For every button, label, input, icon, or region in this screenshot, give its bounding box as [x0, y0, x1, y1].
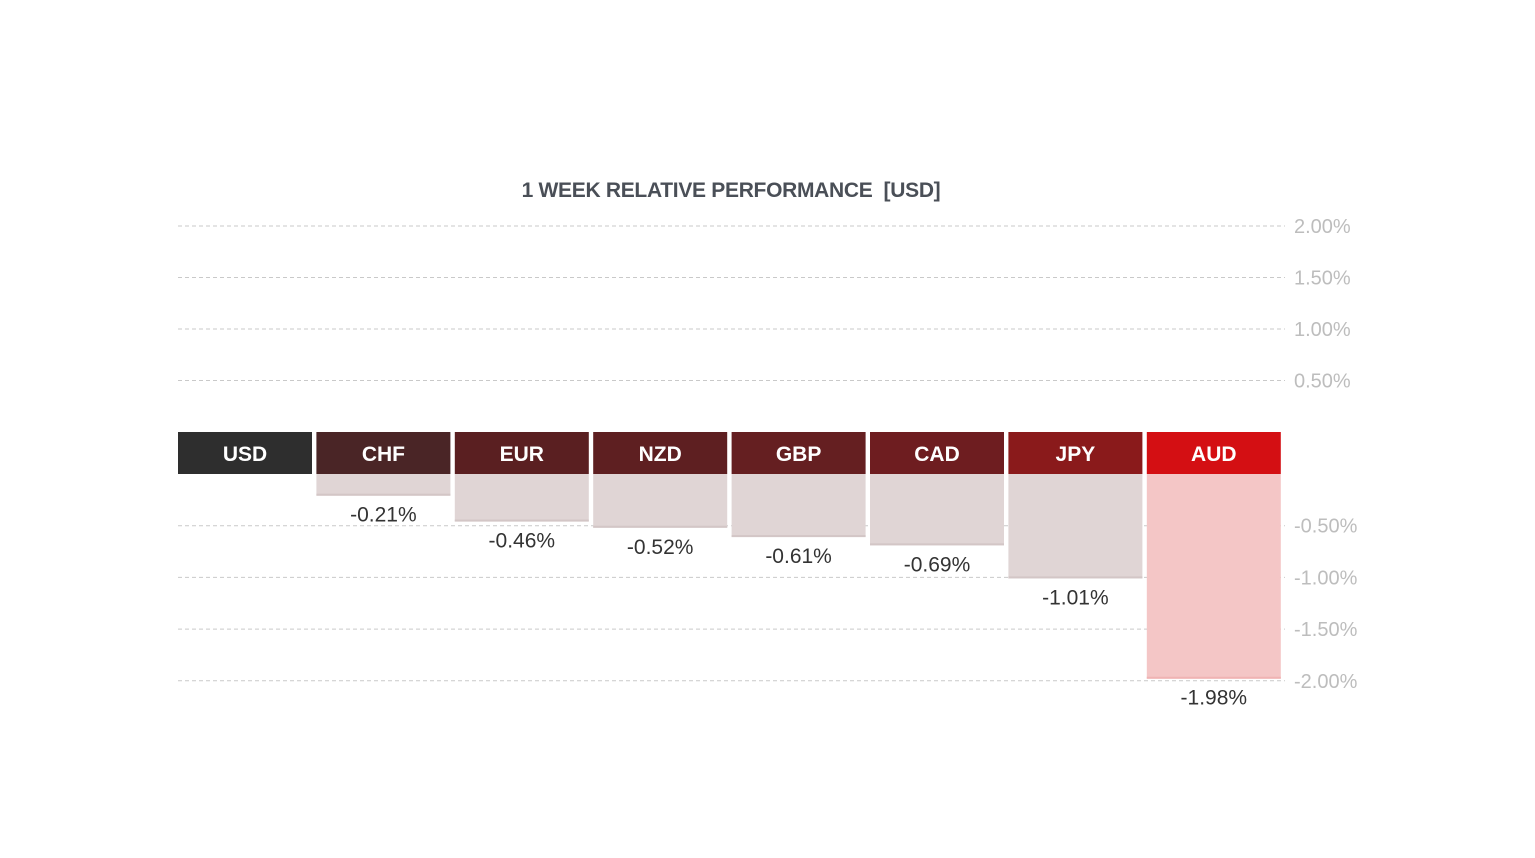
value-label: -1.98% [1181, 687, 1248, 710]
bar-chf [316, 474, 451, 496]
bar-edge [1008, 576, 1143, 579]
chart-title: 1 WEEK RELATIVE PERFORMANCE [USD] [522, 179, 941, 202]
header-nzd [593, 432, 728, 474]
header-jpy [1008, 432, 1143, 474]
header-gbp [731, 432, 866, 474]
category-label: GBP [776, 443, 822, 466]
bar-edge [454, 519, 589, 522]
headers-layer: USD CHF EUR NZD GBP CAD JPY AUD [178, 432, 1281, 474]
bars-layer [316, 474, 1281, 679]
header-aud [1146, 432, 1281, 474]
y-tick-label: -0.50% [1294, 516, 1358, 538]
header-cad [870, 432, 1004, 474]
bar-edge [1146, 676, 1281, 679]
value-label: -1.01% [1042, 586, 1109, 609]
category-label: USD [223, 443, 267, 466]
category-label: AUD [1191, 443, 1237, 466]
bar-edge [731, 535, 866, 538]
category-label: CAD [914, 443, 960, 466]
bar-nzd [593, 474, 728, 528]
bar-edge [593, 525, 728, 528]
bar-cad [870, 474, 1004, 546]
value-label: -0.52% [627, 536, 694, 559]
value-label: -0.46% [489, 530, 556, 553]
value-label: -0.21% [350, 504, 417, 527]
bar-eur [454, 474, 589, 522]
category-label: NZD [639, 443, 682, 466]
bar-gbp [731, 474, 866, 538]
bar-edge [870, 543, 1004, 546]
y-tick-label: 0.50% [1294, 371, 1351, 393]
header-usd [178, 432, 312, 474]
y-tick-label: -2.00% [1294, 671, 1358, 693]
labels-layer: -0.21% -0.46% -0.52% -0.61% -0.69% -1.01% -1.9… [350, 504, 1247, 710]
y-tick-label: 2.00% [1294, 216, 1351, 238]
header-chf [316, 432, 451, 474]
category-label: JPY [1056, 443, 1096, 466]
y-tick-label: 1.00% [1294, 319, 1351, 341]
category-label: CHF [362, 443, 405, 466]
y-tick-label: 1.50% [1294, 268, 1351, 290]
y-tick-label: -1.00% [1294, 567, 1358, 589]
category-label: EUR [500, 443, 544, 466]
value-label: -0.61% [765, 545, 832, 568]
bar-edge [316, 493, 451, 496]
header-eur [454, 432, 589, 474]
bar-aud [1146, 474, 1281, 679]
value-label: -0.69% [904, 553, 971, 576]
grid-layer: 2.00% 1.50% 1.00% 0.50% -0.50% -1.00% -1.50% -2… [178, 216, 1358, 693]
bar-jpy [1008, 474, 1143, 579]
y-tick-label: -1.50% [1294, 619, 1358, 641]
